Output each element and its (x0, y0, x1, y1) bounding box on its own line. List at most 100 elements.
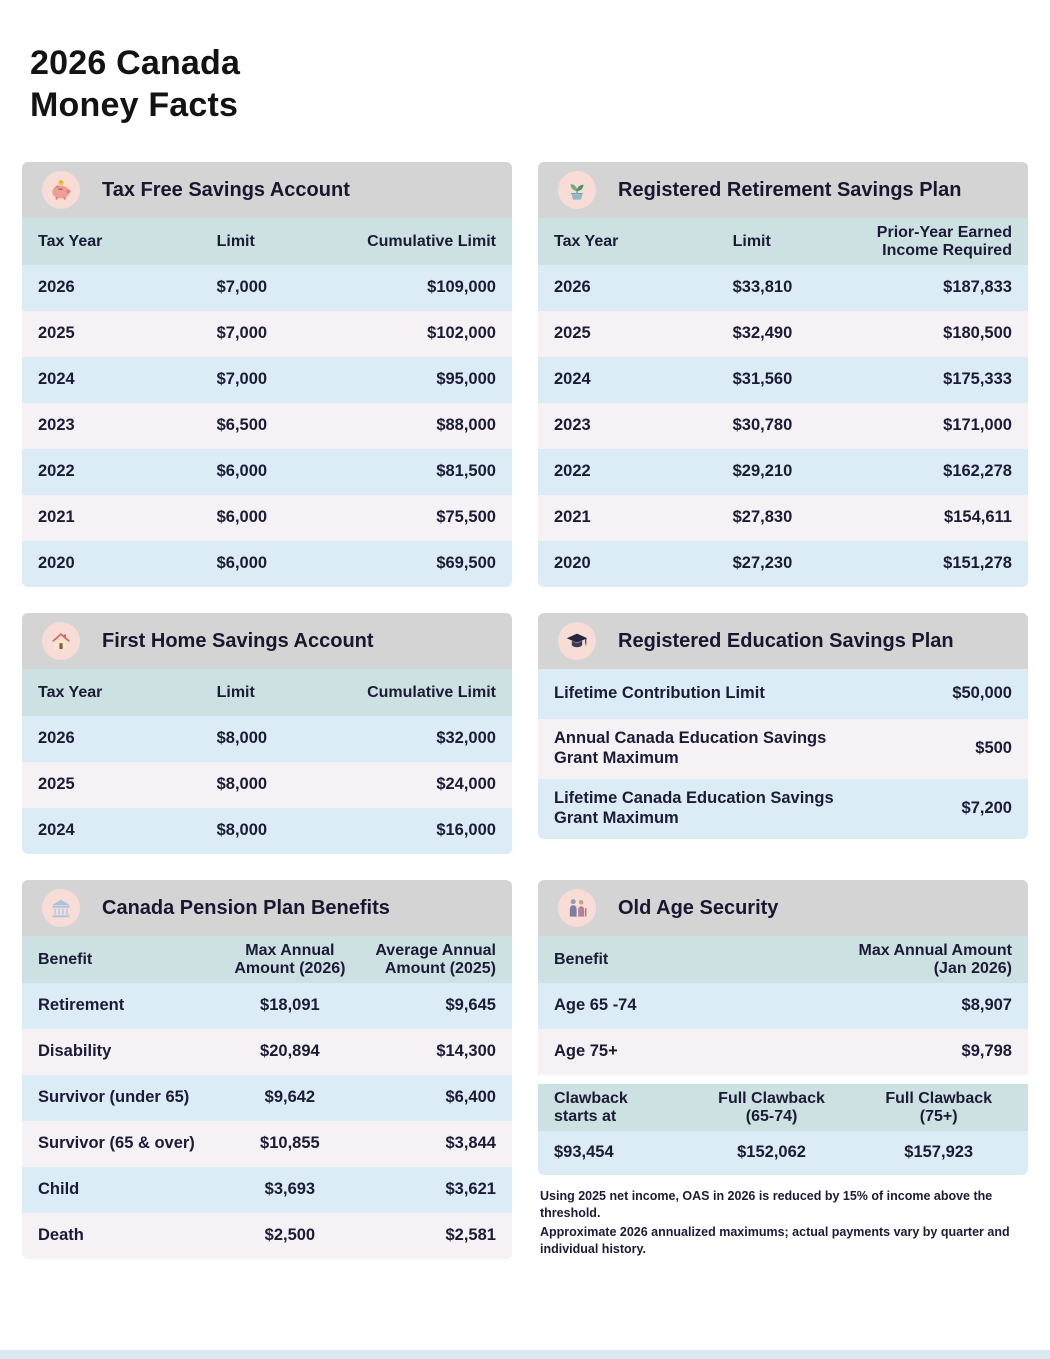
table-cell: $75,500 (436, 508, 496, 527)
table-row: 2021 $6,000 $75,500 (22, 495, 512, 542)
table-cell: $18,091 (260, 996, 320, 1015)
table-cell: 2023 (554, 416, 591, 435)
table-cell: $81,500 (436, 462, 496, 481)
table-row: Lifetime Canada Education Savings Grant … (538, 778, 1028, 839)
table-cell: 2022 (38, 462, 75, 481)
table-cell: $6,400 (445, 1088, 496, 1107)
card-rrsp: Registered Retirement Savings Plan Tax Y… (538, 162, 1028, 588)
table-cell: $154,611 (944, 508, 1012, 527)
card-oas-title: Old Age Security (618, 896, 779, 919)
column-header-full-clawback-65-74: Full Clawback (65-74) (718, 1089, 825, 1125)
column-header-tax-year: Tax Year (38, 683, 103, 701)
oas-clawback-body: $93,454 $152,062 $157,923 (538, 1131, 1028, 1176)
table-cell: $157,923 (904, 1143, 974, 1162)
table-row: 2023 $6,500 $88,000 (22, 403, 512, 450)
table-row: Death $2,500 $2,581 (22, 1213, 512, 1260)
table-cell: $109,000 (427, 278, 496, 297)
table-row: 2024 $7,000 $95,000 (22, 357, 512, 404)
table-cell: Child (38, 1180, 80, 1199)
table-cell: 2024 (38, 370, 75, 389)
fhsa-table: Tax Year Limit Cumulative Limit 2026 $8,0… (22, 669, 512, 855)
table-cell: $162,278 (943, 462, 1012, 481)
table-row: 2026 $8,000 $32,000 (22, 716, 512, 763)
table-row: Survivor (under 65) $9,642 $6,400 (22, 1075, 512, 1122)
column-header-tax-year: Tax Year (554, 232, 619, 250)
tfsa-table-header: Tax Year Limit Cumulative Limit (22, 218, 512, 266)
table-cell: $7,000 (216, 278, 268, 297)
card-cpp-title: Canada Pension Plan Benefits (102, 896, 390, 919)
table-cell: $6,000 (216, 554, 268, 573)
table-row: 2020 $6,000 $69,500 (22, 541, 512, 588)
table-cell: $16,000 (436, 821, 496, 840)
table-cell: Survivor (65 & over) (38, 1134, 195, 1153)
table-cell: $8,000 (216, 775, 268, 794)
table-cell: $88,000 (436, 416, 496, 435)
table-cell: $7,000 (216, 324, 268, 343)
table-cell: 2024 (554, 370, 591, 389)
table-cell: $27,830 (732, 508, 793, 527)
table-row: 2022 $6,000 $81,500 (22, 449, 512, 496)
table-cell: $500 (975, 739, 1012, 758)
column-header-tax-year: Tax Year (38, 232, 103, 250)
card-rrsp-header: Registered Retirement Savings Plan (538, 162, 1028, 219)
table-cell: $102,000 (427, 324, 496, 343)
table-cell: Lifetime Contribution Limit (554, 684, 765, 703)
column-header-benefit: Benefit (38, 950, 93, 968)
table-cell: $9,645 (445, 996, 496, 1015)
column-header-prior-year-income: Prior-Year Earned Income Required (876, 223, 1012, 259)
table-cell: $2,581 (445, 1226, 496, 1245)
table-cell: $69,500 (436, 554, 496, 573)
table-cell: $187,833 (943, 278, 1012, 297)
table-cell: 2025 (38, 775, 75, 794)
table-cell: $8,000 (216, 729, 268, 748)
column-header-clawback-starts: Clawback starts at (554, 1089, 628, 1125)
resp-table-body: Lifetime Contribution Limit $50,000 Annual… (538, 669, 1028, 839)
table-cell: $152,062 (737, 1143, 806, 1162)
table-row: Retirement $18,091 $9,645 (22, 983, 512, 1030)
house-icon (42, 622, 80, 661)
table-cell: 2024 (38, 821, 75, 840)
table-cell: $8,907 (961, 996, 1012, 1015)
table-cell: $6,000 (216, 508, 268, 527)
table-row: 2025 $7,000 $102,000 (22, 311, 512, 358)
rrsp-table: Tax Year Limit Prior-Year Earned Income … (538, 218, 1028, 588)
table-cell: $20,894 (260, 1042, 320, 1061)
table-row: 2020 $27,230 $151,278 (538, 541, 1028, 588)
table-cell: $6,000 (216, 462, 268, 481)
table-cell: $31,560 (732, 370, 793, 389)
table-cell: $93,454 (554, 1143, 614, 1162)
table-cell: 2026 (38, 729, 75, 748)
table-row: Lifetime Contribution Limit $50,000 (538, 669, 1028, 720)
table-row: Survivor (65 & over) $10,855 $3,844 (22, 1121, 512, 1168)
table-cell: Lifetime Canada Education Savings Grant … (554, 788, 834, 827)
table-cell: 2026 (554, 278, 591, 297)
column-header-limit: Limit (216, 683, 255, 701)
table-row: 2025 $8,000 $24,000 (22, 762, 512, 809)
table-row: Annual Canada Education Savings Grant Ma… (538, 719, 1028, 779)
table-cell: 2025 (554, 324, 591, 343)
table-cell: Survivor (under 65) (38, 1088, 190, 1107)
table-cell: $175,333 (943, 370, 1012, 389)
card-cpp-header: Canada Pension Plan Benefits (22, 880, 512, 937)
table-cell: $32,000 (436, 729, 496, 748)
card-fhsa: First Home Savings Account Tax Year Limi… (22, 613, 512, 855)
oas-table: Benefit Max Annual Amount (Jan 2026) Age… (538, 936, 1028, 1076)
table-cell: $33,810 (732, 278, 793, 297)
table-row: 2023 $30,780 $171,000 (538, 403, 1028, 450)
table-cell: $9,798 (961, 1042, 1012, 1061)
column-header-benefit: Benefit (554, 950, 609, 968)
column-header-max-annual-amount: Max Annual Amount (Jan 2026) (858, 941, 1012, 977)
card-oas-header: Old Age Security (538, 880, 1028, 937)
card-tfsa-header: Tax Free Savings Account (22, 162, 512, 219)
card-fhsa-title: First Home Savings Account (102, 629, 374, 652)
table-cell: $7,000 (216, 370, 268, 389)
column-header-limit: Limit (732, 232, 771, 250)
table-cell: Age 75+ (554, 1042, 618, 1061)
column-header-full-clawback-75: Full Clawback (75+) (885, 1089, 993, 1125)
table-cell: Disability (38, 1042, 112, 1061)
table-cell: $27,230 (732, 554, 793, 573)
table-row: 2022 $29,210 $162,278 (538, 449, 1028, 496)
table-cell: 2025 (38, 324, 75, 343)
table-cell: Age 65 -74 (554, 996, 637, 1015)
table-cell: Annual Canada Education Savings Grant Ma… (554, 729, 827, 768)
